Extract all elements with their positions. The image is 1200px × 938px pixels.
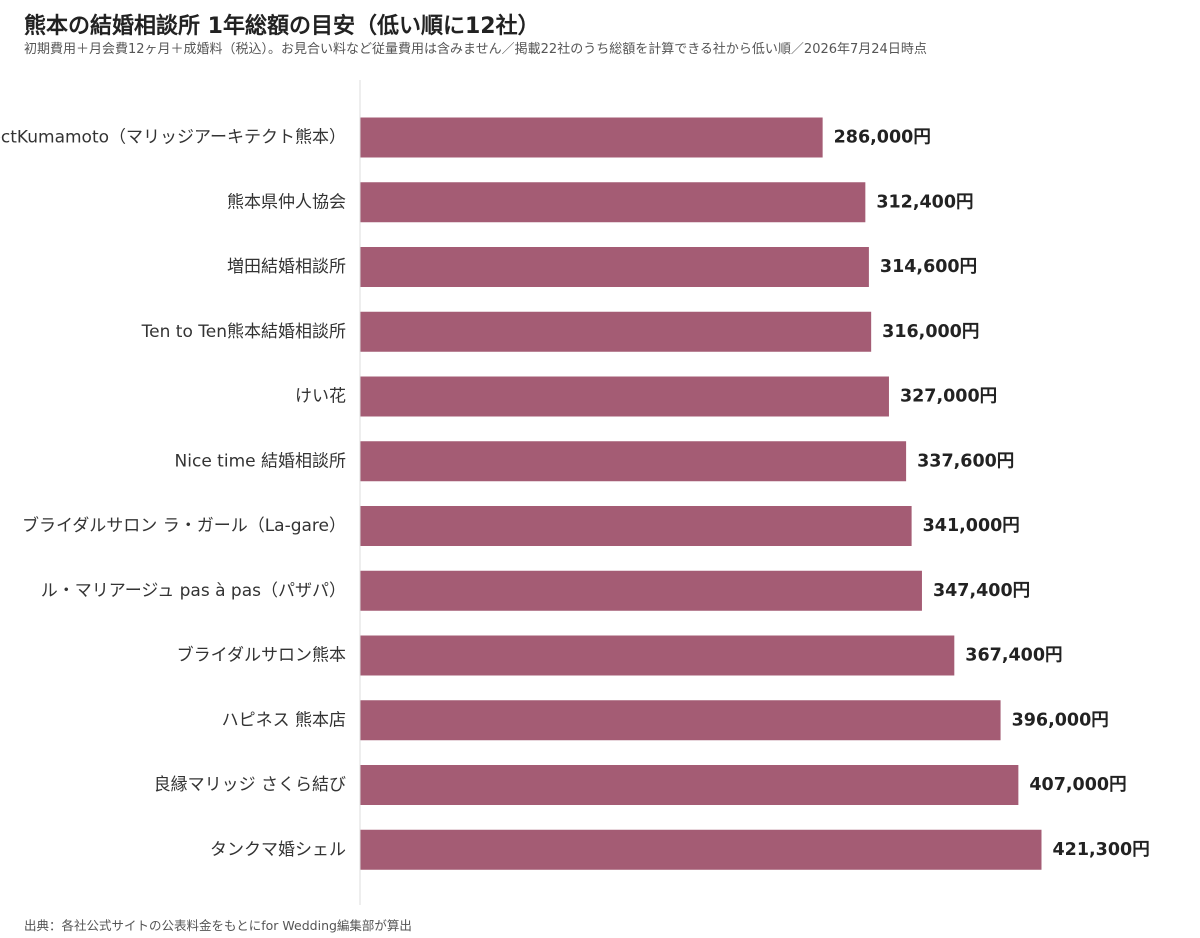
bar [360,570,922,611]
bar [360,376,889,417]
category-label: Ten to Ten熊本結婚相談所 [141,322,346,342]
bar [360,829,1042,870]
category-label: 熊本県仲人協会 [227,192,346,212]
bar [360,765,1019,805]
value-label: 337,600円 [917,451,1014,471]
value-label: 327,000円 [900,387,997,407]
category-label: けい花 [295,387,346,407]
chart-title: 熊本の結婚相談所 1年総額の目安（低い順に12社） [24,14,540,39]
bar [360,635,955,676]
category-label: MarriageArchitectKumamoto（マリッジアーキテクト熊本） [0,128,346,148]
chart-subtitle: 初期費用＋月会費12ヶ月＋成婚料（税込）。お見合い料など従量費用は含みません／掲… [24,42,927,57]
value-label: 341,000円 [923,516,1020,536]
bar [360,441,907,482]
value-label: 347,400円 [933,581,1030,601]
value-label: 407,000円 [1029,775,1126,795]
category-label: タンクマ婚シェル [210,840,346,860]
category-label: ハピネス 熊本店 [222,710,346,730]
category-label: ブライダルサロン ラ・ガール（La-gare） [22,515,346,536]
bar [360,182,866,223]
category-label: ル・マリアージュ pas à pas（パザパ） [41,581,346,601]
category-label: Nice time 結婚相談所 [175,451,346,471]
category-label: ブライダルサロン熊本 [177,645,346,666]
value-label: 312,400円 [876,192,973,212]
bar [360,506,912,546]
bar [360,311,872,352]
bar [360,117,823,158]
value-label: 316,000円 [882,322,979,342]
value-label: 367,400円 [965,646,1062,666]
value-label: 286,000円 [834,128,931,148]
category-label: 良縁マリッジ さくら結び [154,775,346,795]
value-label: 396,000円 [1012,710,1109,730]
value-label: 314,600円 [880,257,977,277]
category-label: 増田結婚相談所 [227,257,346,277]
bar [360,700,1001,741]
value-label: 421,300円 [1053,840,1150,860]
source-note: 出典：各社公式サイトの公表料金をもとにfor Wedding編集部が算出 [24,918,412,933]
bar [360,247,869,287]
